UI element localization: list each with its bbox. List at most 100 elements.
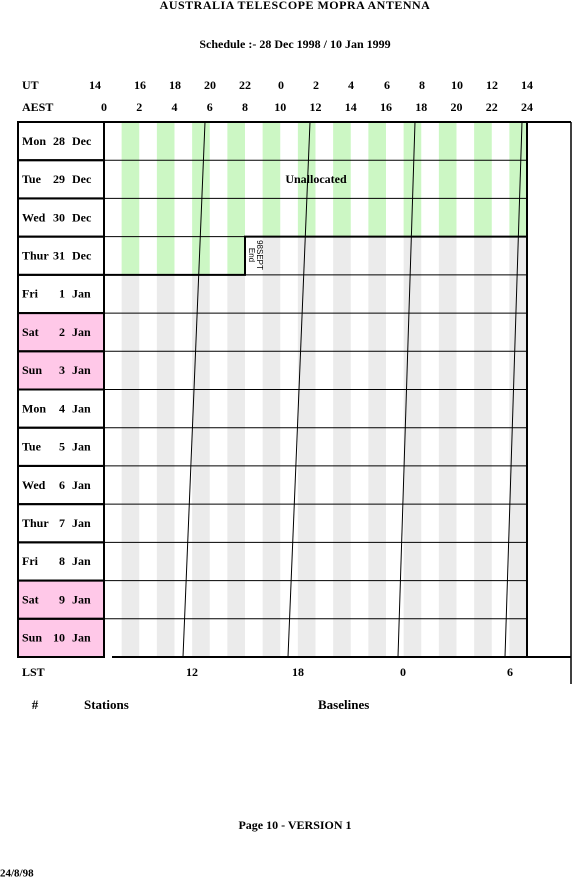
- hour-stripe: [438, 313, 457, 352]
- hour-stripe: [227, 351, 245, 390]
- unallocated-label: Unallocated: [285, 172, 347, 186]
- hour-stripe: [403, 465, 422, 505]
- aest-hour: 0: [101, 100, 107, 114]
- hour-stripe: [368, 465, 386, 505]
- aest-hour: 22: [486, 100, 498, 114]
- hour-stripe: [403, 160, 422, 199]
- hour-stripe: [262, 274, 281, 314]
- hour-stripe: [509, 198, 527, 237]
- hour-stripe: [121, 618, 140, 657]
- hour-stripe: [262, 160, 281, 199]
- day-date: 28: [53, 134, 65, 148]
- hour-stripe: [192, 313, 210, 352]
- day-month: Jan: [72, 325, 91, 339]
- hour-stripe: [438, 160, 457, 199]
- hour-stripe: [333, 236, 351, 275]
- hour-stripe: [192, 580, 210, 619]
- hour-stripe: [297, 389, 316, 428]
- hour-stripe: [121, 465, 140, 505]
- ut-hour: 2: [313, 78, 319, 92]
- hour-stripe: [403, 351, 422, 390]
- hour-stripe: [509, 504, 527, 543]
- hour-stripe: [156, 389, 175, 428]
- hour-stripe: [403, 389, 422, 428]
- hour-stripe: [474, 389, 492, 428]
- ut-hour: 22: [239, 78, 251, 92]
- hour-stripe: [368, 198, 386, 237]
- hour-stripe: [262, 351, 281, 390]
- day-name: Fri: [22, 287, 39, 301]
- hour-stripe: [438, 274, 457, 314]
- hour-stripe: [403, 236, 422, 275]
- day-month: Jan: [72, 440, 91, 454]
- ut-hour: 16: [134, 78, 146, 92]
- hour-stripe: [509, 427, 527, 466]
- day-cell: [18, 427, 104, 466]
- aest-hour: 6: [207, 100, 213, 114]
- ut-hour: 10: [451, 78, 463, 92]
- hour-stripe: [262, 504, 281, 543]
- page-number: Page 10 - VERSION 1: [238, 818, 351, 832]
- lst-line: [182, 121, 206, 658]
- aest-hour: 20: [451, 100, 463, 114]
- day-cell: [18, 122, 104, 161]
- ut-hour: 20: [204, 78, 216, 92]
- hour-stripe: [121, 351, 140, 390]
- title: AUSTRALIA TELESCOPE MOPRA ANTENNA: [160, 0, 431, 12]
- day-date: 30: [53, 210, 65, 224]
- hour-stripe: [297, 580, 316, 619]
- day-name: Wed: [22, 478, 46, 492]
- day-date: 4: [59, 401, 65, 415]
- lst-hour: 0: [400, 665, 406, 679]
- day-name: Sun: [22, 631, 42, 645]
- aest-hour: 2: [136, 100, 142, 114]
- hour-stripe: [438, 236, 457, 275]
- lst-hour: 18: [292, 665, 304, 679]
- day-name: Thur: [22, 516, 49, 530]
- day-cell: [18, 618, 104, 657]
- hour-stripe: [368, 580, 386, 619]
- hour-stripe: [192, 618, 210, 657]
- hour-stripe: [156, 504, 175, 543]
- hour-stripe: [227, 198, 245, 237]
- lst-line: [504, 121, 523, 658]
- hour-stripe: [227, 427, 245, 466]
- hour-stripe: [156, 236, 175, 275]
- aest-hour: 18: [415, 100, 427, 114]
- day-month: Jan: [72, 287, 91, 301]
- hour-stripe: [262, 122, 281, 161]
- hour-stripe: [438, 351, 457, 390]
- day-name: Thur: [22, 249, 49, 263]
- hour-stripe: [192, 542, 210, 581]
- hour-stripe: [474, 351, 492, 390]
- ut-label: UT: [22, 78, 39, 92]
- hour-stripe: [368, 122, 386, 161]
- hour-stripe: [333, 122, 351, 161]
- column-header: Stations: [84, 697, 129, 712]
- hour-stripe: [368, 351, 386, 390]
- aest-hour: 24: [521, 100, 533, 114]
- hour-stripe: [121, 122, 140, 161]
- hour-stripe: [156, 542, 175, 581]
- hour-stripe: [368, 389, 386, 428]
- lst-line: [397, 121, 416, 658]
- end-note-line: 98SEPT: [255, 240, 264, 270]
- hour-stripe: [509, 274, 527, 314]
- hour-stripe: [121, 389, 140, 428]
- hour-stripe: [262, 618, 281, 657]
- day-month: Jan: [72, 401, 91, 415]
- ut-hour: 12: [486, 78, 498, 92]
- day-name: Tue: [22, 440, 42, 454]
- hour-stripe: [509, 160, 527, 199]
- day-date: 1: [59, 287, 65, 301]
- hour-stripe: [474, 580, 492, 619]
- hour-stripe: [403, 542, 422, 581]
- hour-stripe: [403, 427, 422, 466]
- hour-stripe: [156, 274, 175, 314]
- day-cell: [18, 580, 104, 619]
- hour-stripe: [438, 618, 457, 657]
- day-date: 3: [59, 363, 65, 377]
- hour-stripe: [121, 504, 140, 543]
- hour-stripe: [262, 198, 281, 237]
